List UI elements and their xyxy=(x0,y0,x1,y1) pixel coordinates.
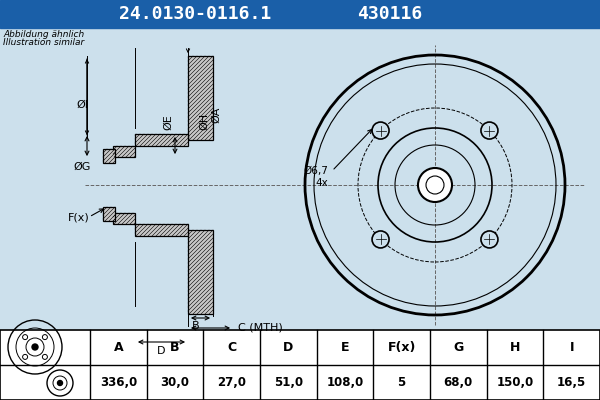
Text: ØE: ØE xyxy=(163,114,173,130)
Bar xyxy=(113,213,135,224)
Text: 4x: 4x xyxy=(315,178,328,188)
Circle shape xyxy=(58,380,62,386)
Text: 336,0: 336,0 xyxy=(100,376,137,389)
Text: ØI: ØI xyxy=(76,100,88,110)
Text: F(x): F(x) xyxy=(388,341,416,354)
Text: C (MTH): C (MTH) xyxy=(238,323,283,333)
Bar xyxy=(103,207,115,221)
Circle shape xyxy=(481,231,498,248)
Text: F(x): F(x) xyxy=(68,212,90,222)
Circle shape xyxy=(32,344,38,350)
Text: Illustration similar: Illustration similar xyxy=(3,38,84,47)
Text: C: C xyxy=(227,341,236,354)
Bar xyxy=(0,0,600,28)
Text: ØH: ØH xyxy=(199,113,209,130)
Text: B: B xyxy=(170,341,180,354)
Bar xyxy=(113,146,135,157)
Text: 430116: 430116 xyxy=(358,5,422,23)
Text: Abbildung ähnlich: Abbildung ähnlich xyxy=(3,30,84,39)
Text: E: E xyxy=(341,341,349,354)
Text: 5: 5 xyxy=(398,376,406,389)
Bar xyxy=(103,149,115,163)
Text: B: B xyxy=(191,321,199,331)
Text: 16,5: 16,5 xyxy=(557,376,586,389)
Bar xyxy=(0,330,600,400)
Text: I: I xyxy=(569,341,574,354)
Bar xyxy=(135,134,188,146)
Text: Ø6,7: Ø6,7 xyxy=(303,166,328,176)
Text: 30,0: 30,0 xyxy=(161,376,190,389)
Circle shape xyxy=(481,122,498,139)
Bar xyxy=(188,230,213,314)
Text: D: D xyxy=(283,341,293,354)
Text: 51,0: 51,0 xyxy=(274,376,303,389)
Circle shape xyxy=(418,168,452,202)
Text: 108,0: 108,0 xyxy=(326,376,364,389)
Text: 68,0: 68,0 xyxy=(444,376,473,389)
Bar xyxy=(188,56,213,140)
Text: ØA: ØA xyxy=(211,107,221,123)
Text: D: D xyxy=(157,346,166,356)
Text: ØG: ØG xyxy=(73,162,91,172)
Text: A: A xyxy=(113,341,123,354)
Bar xyxy=(135,224,188,236)
Text: 27,0: 27,0 xyxy=(217,376,246,389)
Text: 150,0: 150,0 xyxy=(496,376,533,389)
Bar xyxy=(0,330,600,400)
Text: G: G xyxy=(453,341,463,354)
Text: 24.0130-0116.1: 24.0130-0116.1 xyxy=(119,5,271,23)
Circle shape xyxy=(372,122,389,139)
Circle shape xyxy=(372,231,389,248)
Text: H: H xyxy=(510,341,520,354)
Bar xyxy=(0,28,600,330)
